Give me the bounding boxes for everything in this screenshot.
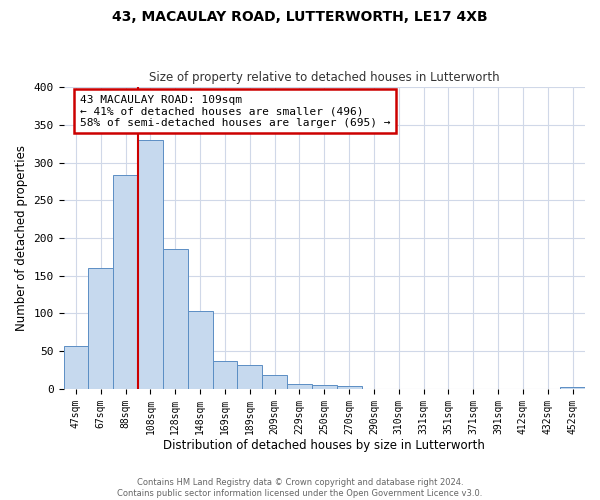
- Bar: [163, 250, 188, 389]
- Bar: [113, 174, 138, 389]
- Bar: [238, 365, 262, 389]
- Bar: [312, 385, 337, 389]
- Text: 43, MACAULAY ROAD, LUTTERWORTH, LE17 4XB: 43, MACAULAY ROAD, LUTTERWORTH, LE17 4XB: [112, 10, 488, 24]
- Bar: [212, 361, 238, 389]
- X-axis label: Distribution of detached houses by size in Lutterworth: Distribution of detached houses by size …: [163, 440, 485, 452]
- Bar: [337, 386, 362, 389]
- Title: Size of property relative to detached houses in Lutterworth: Size of property relative to detached ho…: [149, 72, 500, 85]
- Bar: [287, 384, 312, 389]
- Text: Contains HM Land Registry data © Crown copyright and database right 2024.
Contai: Contains HM Land Registry data © Crown c…: [118, 478, 482, 498]
- Bar: [560, 386, 585, 389]
- Bar: [138, 140, 163, 389]
- Text: 43 MACAULAY ROAD: 109sqm
← 41% of detached houses are smaller (496)
58% of semi-: 43 MACAULAY ROAD: 109sqm ← 41% of detach…: [80, 94, 390, 128]
- Bar: [64, 346, 88, 389]
- Y-axis label: Number of detached properties: Number of detached properties: [15, 145, 28, 331]
- Bar: [188, 311, 212, 389]
- Bar: [262, 376, 287, 389]
- Bar: [88, 268, 113, 389]
